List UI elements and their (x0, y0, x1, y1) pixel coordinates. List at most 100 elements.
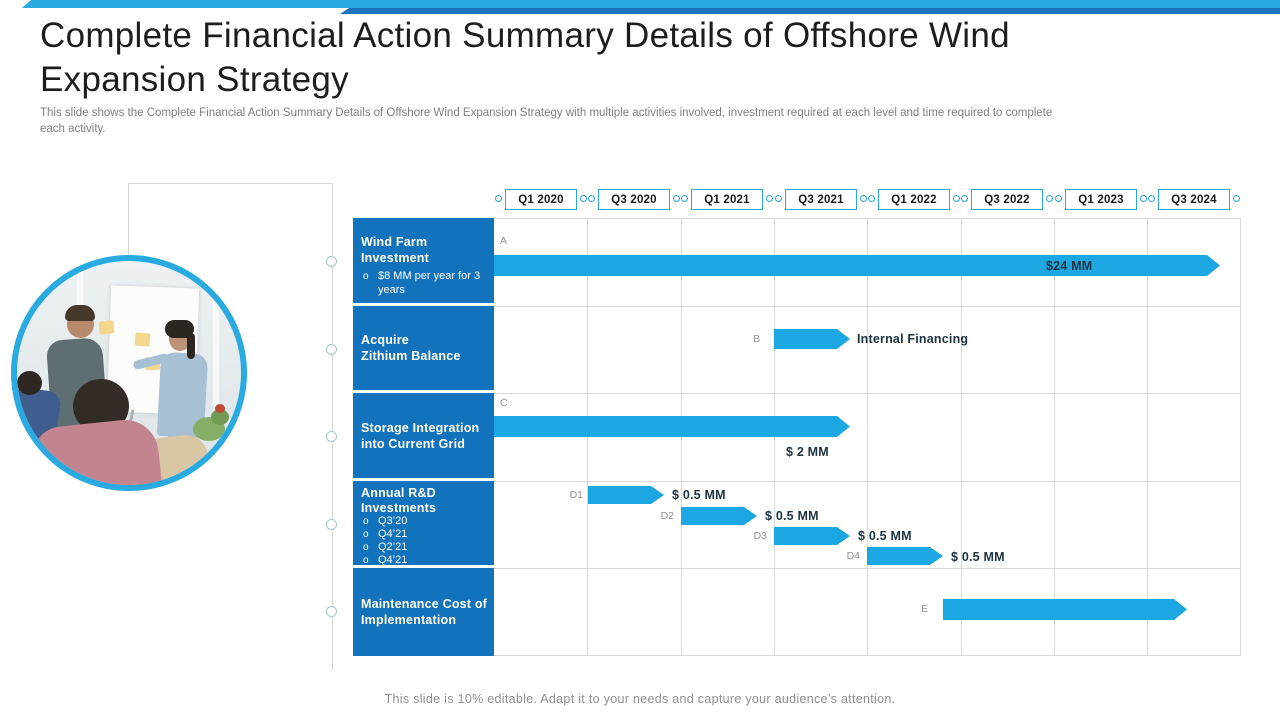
timeline-quarter-q1-2021: Q1 2021 (681, 189, 773, 210)
row-bullet: o Q3’20 (361, 515, 492, 528)
timeline-quarter-q1-2022: Q1 2022 (868, 189, 960, 210)
bullet-marker: o (363, 542, 369, 553)
photo-decor-item (215, 404, 225, 413)
gridline-vertical (961, 218, 962, 656)
connector-dot (766, 195, 773, 202)
row-title: Maintenance Cost of Implementation (361, 597, 488, 627)
quarter-label: Q1 2020 (518, 193, 564, 206)
decorative-frame-left (128, 183, 129, 261)
gridline-horizontal (494, 218, 1241, 219)
row-bullet: o Q4’21 (361, 554, 492, 565)
decorative-frame-right (332, 183, 333, 670)
gridline-horizontal (494, 481, 1241, 482)
footer-note: This slide is 10% editable. Adapt it to … (384, 692, 896, 706)
quarter-label: Q3 2022 (984, 193, 1030, 206)
connector-dot (681, 195, 688, 202)
connector-dot (495, 195, 502, 202)
gridline-vertical (774, 218, 775, 656)
bar-marker-b: B (752, 333, 760, 345)
row-label-storage-integration: Storage Integration into Current Grid (353, 393, 494, 478)
slide-description: This slide shows the Complete Financial … (40, 107, 1053, 135)
bullet-text: $8 MM per year for 3 years (378, 270, 481, 296)
row-title: Wind Farm Investment (361, 235, 429, 265)
gantt-bar-b (774, 329, 850, 349)
timeline-quarter-q3-2021: Q3 2021 (775, 189, 867, 210)
title-line-1: Complete Financial Action Summary Detail… (40, 16, 1010, 55)
gantt-bar-c (494, 416, 850, 437)
row-label-acquire-zithium-balance: Acquire Zithium Balance (353, 306, 494, 390)
bullet-marker: o (363, 516, 369, 527)
connector-dot (588, 195, 595, 202)
connector-dot (860, 195, 867, 202)
quarter-label: Q1 2023 (1078, 193, 1124, 206)
gridline-vertical (867, 218, 868, 656)
gridline-vertical (681, 218, 682, 656)
quarter-label: Q1 2021 (704, 193, 750, 206)
bar-marker-e: E (920, 603, 928, 615)
bar-value-b: Internal Financing (857, 332, 969, 346)
connector-dot (868, 195, 875, 202)
connector-dot (673, 195, 680, 202)
row-label-annual-rd-investments: Annual R&D Investments o Q3’20 o Q4’21 o Q2… (353, 481, 494, 565)
gantt-bar-d3 (774, 527, 850, 545)
bar-marker-d4: D4 (846, 550, 860, 562)
timeline-quarter-q3-2022: Q3 2022 (961, 189, 1053, 210)
connector-dot (1140, 195, 1147, 202)
bullet-marker: o (363, 271, 369, 282)
gridline-horizontal (494, 655, 1241, 656)
gridline-vertical (1054, 218, 1055, 656)
connector-dot (953, 195, 960, 202)
timeline-quarter-q3-2024: Q3 2024 (1148, 189, 1240, 210)
row-label-wind-farm-investment: Wind Farm Investment o $8 MM per year for… (353, 218, 494, 303)
gantt-bar-d1 (588, 486, 664, 504)
bar-marker-a: A (500, 235, 508, 247)
gantt-bar-d4 (867, 547, 943, 565)
photo-window-frame (213, 261, 219, 411)
gridline-vertical (1147, 218, 1148, 656)
timeline-quarter-q1-2023: Q1 2023 (1055, 189, 1147, 210)
top-accent-bar-cyan (22, 0, 1280, 8)
bullet-text: Q3’20 (378, 515, 408, 527)
gridline-vertical (1240, 218, 1241, 656)
row-label-maintenance-cost: Maintenance Cost of Implementation (353, 568, 494, 656)
connector-dot (775, 195, 782, 202)
bar-value-d2: $ 0.5 MM (765, 509, 819, 523)
gridline-vertical (587, 218, 588, 656)
connector-ring (326, 431, 337, 442)
gantt-plot-area (494, 218, 1241, 656)
team-meeting-photo (11, 255, 247, 491)
bar-marker-c: C (500, 397, 508, 409)
row-bullet: o $8 MM per year for 3 years (361, 270, 490, 297)
bar-marker-d1: D1 (569, 489, 583, 501)
row-title: Annual R&D Investments (361, 486, 437, 515)
row-bullet: o Q4’21 (361, 528, 492, 541)
bullet-text: Q4’21 (378, 554, 408, 565)
quarter-label: Q1 2022 (891, 193, 937, 206)
photo-sticky-note (98, 320, 115, 335)
bar-value-d1: $ 0.5 MM (672, 488, 726, 502)
connector-ring (326, 344, 337, 355)
bullet-marker: o (363, 529, 369, 540)
row-title: Storage Integration into Current Grid (361, 420, 480, 451)
connector-dot (1148, 195, 1155, 202)
photo-person-left-head (17, 371, 42, 395)
title-line-2: Expansion Strategy (40, 60, 349, 99)
decorative-frame-top (128, 183, 333, 184)
bar-value-d4: $ 0.5 MM (951, 550, 1005, 564)
connector-ring (326, 519, 337, 530)
gridline-horizontal (494, 568, 1241, 569)
connector-dot (1046, 195, 1053, 202)
top-accent-bar-blue (340, 8, 1280, 14)
photo-plant (211, 409, 229, 425)
gridline-horizontal (494, 393, 1241, 394)
connector-ring (326, 606, 337, 617)
gantt-bar-e (943, 599, 1187, 620)
bullet-text: Q4’21 (378, 528, 408, 540)
quarter-label: Q3 2020 (611, 193, 657, 206)
row-title: Acquire Zithium Balance (361, 333, 461, 363)
connector-dot (1233, 195, 1240, 202)
quarter-label: Q3 2024 (1171, 193, 1217, 206)
photo-person-pointing-hair (165, 320, 194, 338)
row-bullet: o Q2’21 (361, 541, 492, 554)
